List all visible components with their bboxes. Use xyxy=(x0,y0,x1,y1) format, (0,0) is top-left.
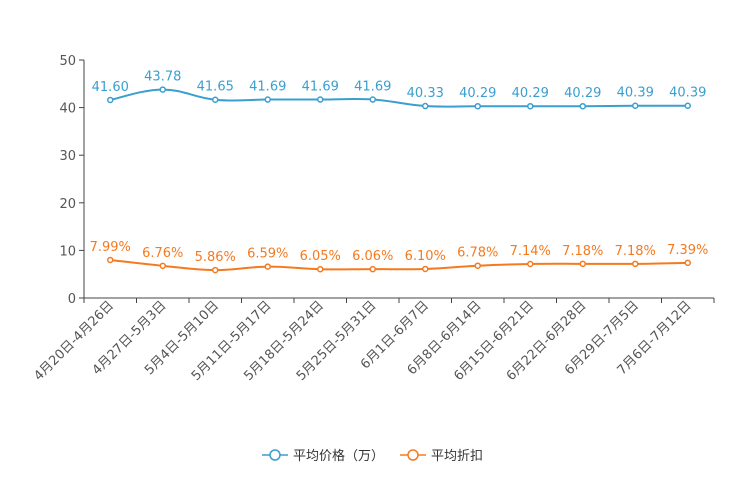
data-point xyxy=(632,260,639,268)
data-label: 41.65 xyxy=(197,80,234,95)
data-point xyxy=(317,96,324,103)
data-label: 41.69 xyxy=(249,80,286,95)
legend-label: 平均价格（万） xyxy=(293,448,384,464)
data-point xyxy=(264,96,271,103)
data-label: 40.29 xyxy=(512,86,549,101)
data-point xyxy=(369,96,376,103)
data-label: 43.78 xyxy=(144,70,181,85)
y-tick-label: 10 xyxy=(59,244,76,259)
data-label: 40.39 xyxy=(617,86,654,101)
data-point xyxy=(159,86,166,93)
data-label: 40.33 xyxy=(407,86,444,101)
data-label: 5.86% xyxy=(195,250,236,265)
data-label: 41.69 xyxy=(354,80,391,95)
data-point xyxy=(579,102,586,110)
data-label: 6.10% xyxy=(405,249,446,264)
data-point xyxy=(579,260,586,268)
data-point xyxy=(212,96,219,103)
data-label: 40.29 xyxy=(564,86,601,101)
series-line xyxy=(110,258,688,272)
data-label: 6.59% xyxy=(247,247,288,262)
legend-marker xyxy=(407,449,419,461)
data-label: 6.78% xyxy=(457,246,498,261)
y-tick-label: 40 xyxy=(59,102,76,117)
data-label: 7.18% xyxy=(562,244,603,259)
data-point xyxy=(264,263,271,270)
data-point xyxy=(212,266,219,274)
y-axis: 0 10 20 30 40 50 xyxy=(59,54,85,307)
data-point xyxy=(684,102,691,109)
y-tick-label: 20 xyxy=(59,197,76,212)
data-point xyxy=(422,265,429,273)
legend-label: 平均折扣 xyxy=(431,449,483,464)
data-label: 40.39 xyxy=(669,86,706,101)
data-label: 41.60 xyxy=(92,80,129,95)
series-line xyxy=(110,88,688,108)
data-point xyxy=(369,265,376,273)
data-point xyxy=(684,259,691,267)
data-label: 41.69 xyxy=(302,80,339,95)
data-label: 7.18% xyxy=(615,244,656,259)
data-point xyxy=(422,102,429,110)
data-label: 40.29 xyxy=(459,86,496,101)
data-label: 6.06% xyxy=(352,249,393,264)
y-tick-label: 30 xyxy=(59,149,76,164)
data-point xyxy=(632,102,639,109)
data-point xyxy=(317,265,324,273)
series-1: 41.60 43.78 41.65 41.69 41.69 41.69 40.33 40.29… xyxy=(92,70,706,110)
data-label: 6.76% xyxy=(142,246,183,261)
legend-marker xyxy=(269,449,281,461)
series-layer: 41.60 43.78 41.65 41.69 41.69 41.69 40.33 40.29… xyxy=(90,70,708,274)
data-point xyxy=(527,260,534,268)
data-point xyxy=(474,102,481,110)
data-point xyxy=(474,262,481,269)
y-tick-label: 0 xyxy=(68,292,76,307)
data-point xyxy=(527,102,534,110)
data-point xyxy=(159,262,166,270)
data-label: 6.05% xyxy=(300,249,341,264)
data-label: 7.14% xyxy=(510,244,551,259)
data-point xyxy=(107,96,114,104)
series-2: 7.99% 6.76% 5.86% 6.59% 6.05% 6.06% 6.10% 6.78%… xyxy=(90,240,708,274)
legend-item-2[interactable]: 平均折扣 xyxy=(400,449,483,464)
legend[interactable]: 平均价格（万） 平均折扣 xyxy=(262,448,483,464)
x-axis: 4月20日-4月26日4月27日-5月3日5月4日-5月10日5月11日-5月1… xyxy=(31,297,715,384)
y-tick-label: 50 xyxy=(59,54,76,69)
data-label: 7.39% xyxy=(667,243,708,258)
data-point xyxy=(107,256,114,264)
data-label: 7.99% xyxy=(90,240,131,255)
legend-item-1[interactable]: 平均价格（万） xyxy=(262,448,384,464)
